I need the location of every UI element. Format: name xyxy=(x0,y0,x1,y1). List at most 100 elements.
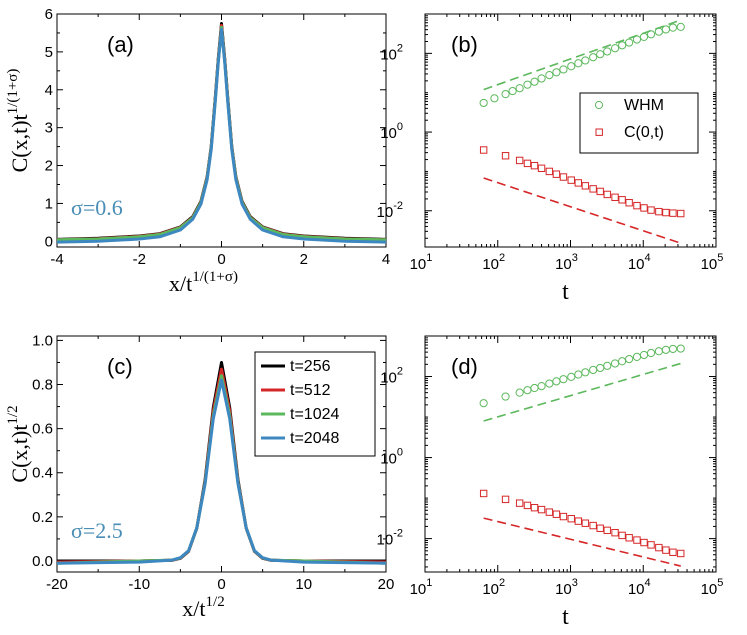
x-tick-label: 103 xyxy=(555,252,578,273)
x-tick-exp: 2 xyxy=(499,577,505,589)
data-point-C(0,t) xyxy=(574,179,582,187)
x-tick-exp: 5 xyxy=(717,252,723,264)
data-point-WHM xyxy=(567,372,576,381)
x-tick-exp: 5 xyxy=(717,577,723,589)
panel-label: (d) xyxy=(451,354,478,379)
data-point-C(0,t) xyxy=(559,173,568,181)
y-axis-label-sup: 1/2 xyxy=(5,405,21,424)
data-point-WHM xyxy=(537,382,546,391)
data-point-WHM xyxy=(603,47,612,56)
data-point-WHM xyxy=(530,77,539,86)
data-point-WHM xyxy=(661,345,670,354)
x-tick-exp: 1 xyxy=(426,252,432,264)
data-point-WHM xyxy=(596,363,605,373)
data-point-WHM xyxy=(617,41,627,50)
x-tick-label: 0 xyxy=(217,576,225,593)
y-tick-exp: -2 xyxy=(393,528,403,540)
data-point-C(0,t) xyxy=(530,503,539,512)
data-point-WHM xyxy=(632,352,642,361)
data-point-C(0,t) xyxy=(552,170,561,178)
guide-line xyxy=(483,362,681,422)
data-point-C(0,t) xyxy=(581,182,590,190)
data-point-WHM xyxy=(559,375,568,384)
x-tick-label: 4 xyxy=(382,251,390,268)
data-point-WHM xyxy=(490,94,499,103)
y-tick-label: 102 xyxy=(380,366,403,387)
panel-label: (c) xyxy=(107,354,133,379)
data-point-C(0,t) xyxy=(596,187,604,196)
data-point-C(0,t) xyxy=(479,146,488,154)
x-tick-label: 104 xyxy=(628,252,651,273)
x-tick-exp: 4 xyxy=(645,252,651,264)
y-tick-label: 0.6 xyxy=(32,421,53,438)
y-tick-label: 0 xyxy=(45,233,53,250)
x-axis-label-sup: 1/(1+σ) xyxy=(192,269,238,285)
y-tick-label: 6 xyxy=(45,6,53,23)
x-axis-label-sup: 1/2 xyxy=(206,594,225,610)
data-point-C(0,t) xyxy=(581,519,590,527)
data-point-C(0,t) xyxy=(647,541,655,549)
x-axis-label: t xyxy=(562,604,569,630)
series-line-t=2048 xyxy=(57,378,386,565)
data-point-WHM xyxy=(654,347,663,356)
data-point-C(0,t) xyxy=(479,489,488,498)
data-point-WHM xyxy=(523,80,532,89)
data-point-C(0,t) xyxy=(559,512,568,521)
legend-label: t=256 xyxy=(290,358,331,375)
data-point-C(0,t) xyxy=(603,190,611,199)
data-point-WHM xyxy=(552,377,561,386)
data-point-WHM xyxy=(581,368,590,377)
y-tick-exp: 0 xyxy=(397,121,403,133)
x-tick-label: -2 xyxy=(133,251,146,268)
legend-label: t=2048 xyxy=(290,430,339,447)
data-point-WHM xyxy=(552,68,561,77)
legend-label: t=1024 xyxy=(290,406,339,423)
y-tick-label: 0.8 xyxy=(32,377,53,394)
data-point-C(0,t) xyxy=(589,521,597,530)
data-point-WHM xyxy=(596,50,605,59)
data-point-C(0,t) xyxy=(618,531,626,540)
data-point-C(0,t) xyxy=(523,501,532,510)
legend-marker-WHM xyxy=(594,100,604,110)
y-tick-exp: 2 xyxy=(397,366,403,378)
y-tick-label: 0.0 xyxy=(32,553,53,570)
data-point-C(0,t) xyxy=(655,207,663,216)
legend-b: WHM C(0,t) xyxy=(579,92,699,154)
series-line-t=2048 xyxy=(57,27,386,244)
data-point-C(0,t) xyxy=(589,185,597,193)
x-tick-label: -20 xyxy=(46,576,68,593)
y-tick-label: 102 xyxy=(380,42,403,63)
data-point-WHM xyxy=(676,22,685,32)
y-tick-label: 1 xyxy=(45,195,53,212)
data-point-WHM xyxy=(479,399,488,408)
series-line-t=1024 xyxy=(57,25,386,242)
data-point-C(0,t) xyxy=(596,524,604,532)
x-tick-label: 101 xyxy=(410,252,433,273)
data-point-WHM xyxy=(515,388,524,397)
data-point-WHM xyxy=(639,350,649,360)
data-point-WHM xyxy=(646,30,656,39)
data-point-WHM xyxy=(581,56,590,65)
x-tick-label: 102 xyxy=(482,252,505,273)
data-point-WHM xyxy=(501,90,510,99)
data-point-WHM xyxy=(646,348,656,358)
data-point-WHM xyxy=(668,23,678,32)
y-tick-exp: 2 xyxy=(397,42,403,54)
y-tick-label: 0.4 xyxy=(32,465,53,482)
data-point-C(0,t) xyxy=(677,549,685,558)
x-tick-exp: 4 xyxy=(645,577,651,589)
y-tick-label: 100 xyxy=(380,447,403,468)
data-point-C(0,t) xyxy=(625,534,633,542)
data-point-C(0,t) xyxy=(633,536,641,544)
data-point-C(0,t) xyxy=(530,161,539,170)
x-tick-label: 103 xyxy=(555,577,578,598)
x-tick-exp: 3 xyxy=(572,577,578,589)
data-point-WHM xyxy=(567,62,576,71)
x-tick-exp: 2 xyxy=(499,252,505,264)
x-tick-label: 105 xyxy=(701,577,724,598)
data-point-C(0,t) xyxy=(611,528,619,537)
data-point-C(0,t) xyxy=(662,546,670,554)
data-point-WHM xyxy=(617,357,627,366)
data-point-C(0,t) xyxy=(611,193,619,201)
